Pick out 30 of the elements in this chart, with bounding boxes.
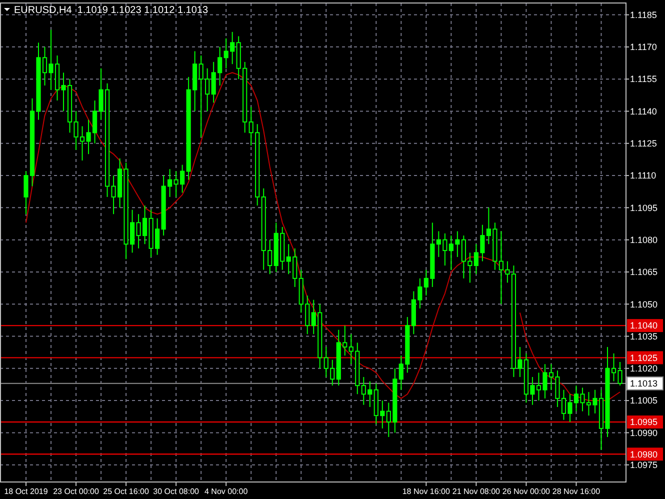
x-tick-label: 18 Oct 2019 [4, 487, 48, 496]
x-tick-label: 26 Nov 00:00 [502, 487, 551, 496]
y-tick-label: 1.1020 [630, 364, 658, 374]
y-tick-label: 1.1125 [630, 138, 657, 149]
y-tick-label: 1.1095 [630, 202, 658, 213]
y-tick-label: 1.1005 [630, 396, 658, 406]
y-tick-label: 1.1170 [630, 42, 657, 52]
x-tick-label: 30 Oct 08:00 [153, 487, 200, 496]
y-tick-label: 1.1155 [630, 74, 657, 84]
ref-line-label: 1.1040 [630, 320, 658, 331]
ref-line-label: 1.1025 [630, 352, 658, 363]
x-tick-label: 18 Nov 16:00 [402, 487, 451, 496]
y-tick-label: 1.1110 [630, 170, 656, 181]
x-tick-label: 21 Nov 08:00 [452, 487, 501, 496]
y-tick-label: 1.1035 [630, 331, 658, 342]
chart-title: EURUSD,H4 1.1019 1.1023 1.1012 1.1013 [14, 5, 208, 16]
ref-line-label: 1.0995 [630, 417, 658, 428]
ref-line-label: 1.0980 [630, 449, 658, 460]
y-tick-label: 1.1050 [630, 299, 658, 310]
ref-line-label: 1.1013 [630, 378, 658, 389]
x-tick-label: 4 Nov 00:00 [204, 487, 248, 496]
y-tick-label: 1.1065 [630, 267, 658, 278]
x-tick-label: 25 Oct 16:00 [103, 487, 150, 496]
y-tick-label: 1.0990 [630, 428, 658, 438]
y-tick-label: 1.1185 [630, 10, 657, 20]
x-tick-label: 28 Nov 16:00 [552, 487, 601, 496]
x-tick-label: 23 Oct 00:00 [53, 487, 100, 496]
y-tick-label: 1.1080 [630, 234, 658, 245]
y-tick-label: 1.0975 [630, 460, 658, 470]
y-tick-label: 1.1140 [630, 106, 657, 116]
